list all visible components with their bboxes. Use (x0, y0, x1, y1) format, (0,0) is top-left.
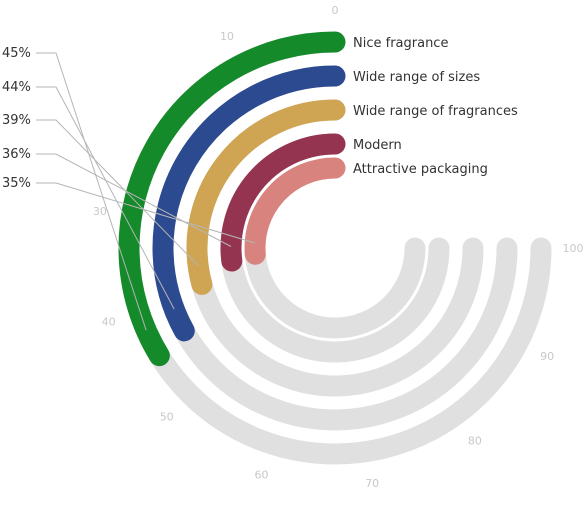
value-label-2: 44% (2, 80, 31, 95)
leader-line-2 (36, 86, 175, 310)
bar-arc-5 (244, 157, 346, 265)
axis-tick-50: 50 (160, 410, 174, 423)
axis-tick-80: 80 (468, 435, 482, 448)
bar-arc-3 (186, 99, 346, 295)
bar-arc-4 (220, 133, 346, 272)
leader-line-4 (36, 153, 232, 247)
value-label-4: 36% (2, 147, 31, 162)
value-label-1: 45% (2, 46, 31, 61)
axis-tick-90: 90 (540, 350, 554, 363)
category-label-3: Wide range of fragrances (353, 104, 518, 119)
category-label-1: Nice fragrance (353, 36, 448, 51)
value-label-5: 35% (2, 176, 31, 191)
bar-arc-2 (152, 65, 346, 342)
axis-tick-0: 0 (332, 4, 339, 17)
axis-tick-100: 100 (563, 242, 584, 255)
category-label-2: Wide range of sizes (353, 70, 480, 85)
axis-tick-40: 40 (102, 316, 116, 329)
axis-tick-30: 30 (93, 205, 107, 218)
axis-tick-70: 70 (365, 477, 379, 490)
leader-line-3 (36, 119, 199, 266)
axis-tick-10: 10 (220, 30, 234, 43)
axis-tick-60: 60 (255, 468, 269, 481)
category-label-5: Attractive packaging (353, 162, 488, 177)
leader-line-5 (36, 182, 256, 244)
leader-line-1 (36, 52, 147, 331)
category-label-4: Modern (353, 138, 402, 153)
value-label-3: 39% (2, 113, 31, 128)
